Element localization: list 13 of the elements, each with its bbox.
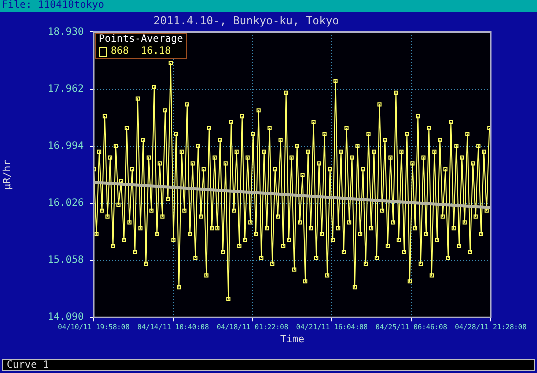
text: Curve 1 [2,359,535,371]
text: File: 110410tokyo [0,0,537,12]
y-tick-label: 17.962 [48,84,84,95]
y-tick-label: 14.090 [48,312,84,324]
legend-label: 868 16.18 [111,46,172,58]
y-tick-label: 15.058 [48,255,84,266]
y-tick-label: 16.026 [48,198,84,210]
y-tick-label: 18.930 [48,26,84,38]
y-tick-label: 16.994 [48,140,84,152]
y-axis-title: μR/hr [2,160,14,190]
legend-title: Points-Average [99,34,184,46]
x-axis-title: Time [280,334,305,346]
chart-title: 2011.4.10-, Bunkyo-ku, Tokyo [154,14,340,28]
